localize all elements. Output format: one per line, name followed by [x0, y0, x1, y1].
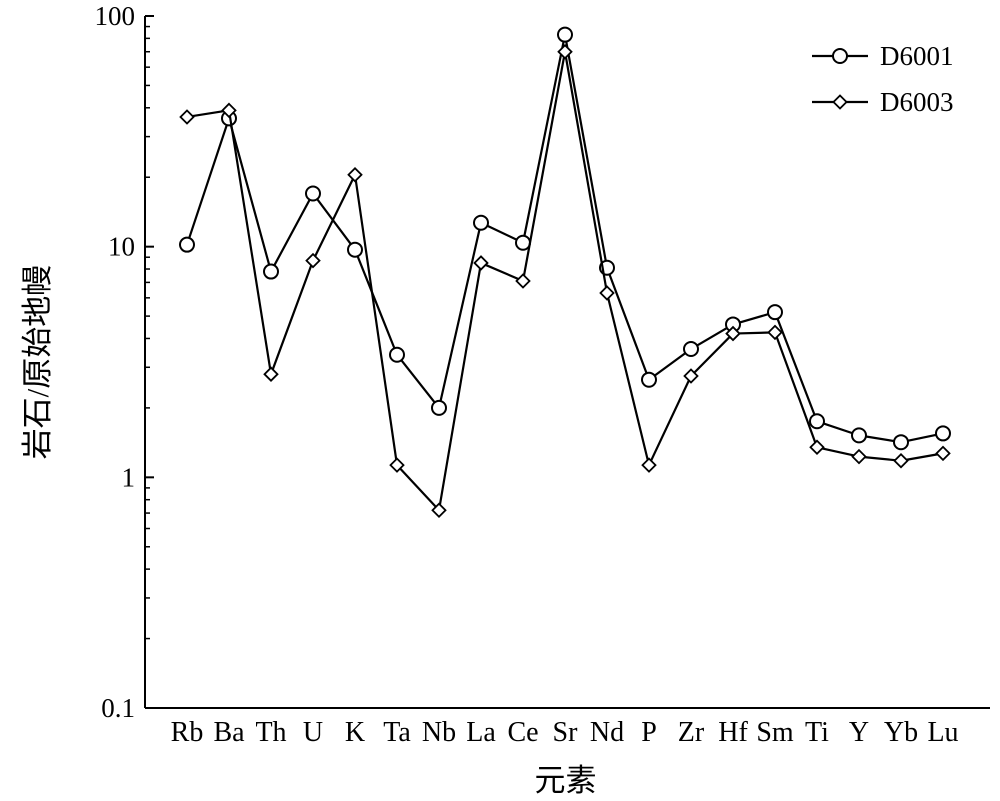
data-point	[683, 368, 699, 384]
data-point	[809, 413, 825, 430]
legend-marker	[832, 48, 848, 64]
data-point	[893, 452, 909, 469]
y-axis-ticks: 100 10 1 0.1	[95, 1, 154, 723]
x-category-label: Yb	[884, 717, 918, 748]
x-category-label: Rb	[171, 717, 204, 748]
x-category-label: Nd	[590, 717, 624, 748]
data-point	[809, 439, 825, 456]
data-point	[767, 324, 783, 341]
series-D6001	[179, 26, 951, 451]
data-point	[431, 399, 447, 416]
axes	[144, 16, 990, 709]
series-line	[186, 50, 944, 512]
data-point	[347, 241, 363, 258]
data-point	[179, 109, 195, 125]
x-category-label: Lu	[927, 717, 958, 748]
y-tick-label: 1	[122, 462, 136, 492]
x-axis-ticks: Rb Ba Th U K Ta Nb La Ce Sr Nd P Zr Hf Sm Ti Y Yb Lu	[171, 717, 959, 748]
x-category-label: Nb	[422, 717, 456, 748]
series-line	[185, 33, 944, 444]
x-category-label: Zr	[678, 717, 705, 748]
legend: D6001 D6003	[812, 41, 954, 117]
data-point	[641, 457, 657, 473]
data-point	[851, 427, 867, 444]
data-point	[305, 185, 321, 202]
data-point	[263, 366, 279, 382]
data-point	[389, 457, 405, 473]
data-point	[389, 346, 405, 363]
x-category-label: Y	[849, 717, 869, 748]
data-point	[431, 502, 447, 519]
data-point	[515, 234, 531, 251]
data-point	[179, 236, 195, 253]
x-category-label: Ta	[383, 717, 411, 748]
series-group	[179, 26, 951, 519]
x-axis-title: 元素	[535, 763, 597, 798]
x-category-label: U	[303, 717, 323, 748]
legend-label: D6001	[880, 41, 954, 71]
data-point	[557, 43, 573, 60]
legend-label: D6003	[880, 87, 954, 117]
data-point	[305, 252, 321, 269]
x-category-label: Th	[255, 717, 286, 748]
data-point	[683, 341, 699, 358]
data-point	[263, 263, 279, 280]
x-category-label: Ce	[507, 717, 538, 748]
data-point	[557, 26, 573, 43]
data-point	[221, 102, 237, 119]
data-point	[767, 304, 783, 321]
data-point	[515, 273, 531, 289]
x-category-label: K	[345, 717, 365, 748]
data-point	[599, 285, 615, 301]
y-tick-label: 0.1	[101, 693, 135, 723]
data-point	[851, 448, 867, 465]
x-category-label: Ti	[805, 717, 829, 748]
y-tick-label: 100	[95, 1, 136, 31]
y-tick-label: 10	[108, 232, 135, 262]
data-point	[347, 166, 363, 183]
data-point	[893, 434, 909, 451]
legend-marker	[832, 94, 848, 110]
x-category-label: P	[641, 717, 657, 748]
x-category-label: La	[466, 717, 496, 748]
data-point	[725, 325, 741, 342]
x-category-label: Sm	[756, 717, 794, 748]
x-category-label: Ba	[213, 717, 245, 748]
data-point	[473, 255, 489, 271]
y-axis-title: 岩石/原始地幔	[20, 265, 55, 460]
data-point	[935, 445, 951, 462]
x-category-label: Sr	[553, 717, 579, 748]
data-point	[641, 371, 657, 388]
series-D6003	[179, 43, 951, 519]
x-category-label: Hf	[718, 717, 748, 748]
data-point	[473, 214, 489, 231]
data-point	[935, 425, 951, 442]
